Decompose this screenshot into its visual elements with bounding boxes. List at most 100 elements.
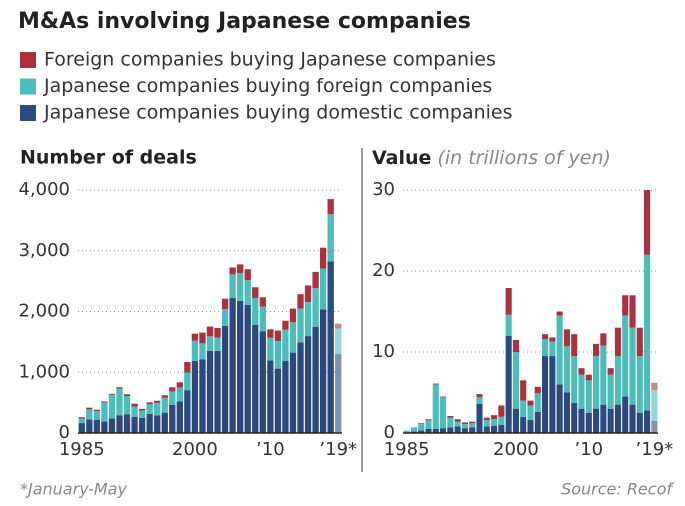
bar-segment: [86, 419, 93, 433]
bar-segment: [563, 329, 570, 347]
bar-segment: [267, 360, 274, 433]
legend-label: Japanese companies buying foreign compan…: [43, 75, 492, 97]
bar-segment: [607, 408, 614, 433]
bar-segment: [440, 397, 447, 429]
bar-segment: [476, 403, 483, 433]
bar-segment: [614, 327, 621, 357]
bar-segment: [563, 346, 570, 393]
bar-segment: [169, 404, 176, 433]
bar-segment: [542, 334, 549, 340]
bar-segment: [578, 374, 585, 409]
bar-segment: [600, 345, 607, 405]
x-tick-label: 2000: [172, 439, 218, 460]
bar-segment: [549, 356, 556, 433]
bar-segment: [169, 387, 176, 392]
bar-segment: [214, 350, 221, 433]
bar-segment: [498, 424, 505, 433]
bar-segment: [312, 288, 319, 327]
bar-segment: [206, 336, 214, 351]
bar-segment: [520, 400, 527, 417]
bar-segment: [622, 396, 629, 433]
bar-segment: [600, 333, 607, 346]
bar-segment: [454, 421, 461, 427]
bar-segment: [184, 390, 191, 433]
bar-segment: [629, 327, 636, 405]
bar-segment: [542, 356, 549, 433]
bar-segment: [131, 406, 138, 417]
bar-segment: [327, 199, 334, 215]
bar-segment: [585, 374, 592, 381]
x-tick-label: 1985: [59, 439, 105, 460]
legend-swatch: [20, 78, 36, 95]
bar-segment: [527, 405, 534, 421]
bar-segment: [78, 417, 85, 419]
source: Source: Recof: [561, 480, 674, 499]
bar-segment: [267, 329, 274, 338]
bar-segment: [403, 430, 410, 433]
bar-segment: [505, 335, 512, 433]
bar-segment: [629, 404, 636, 433]
y-tick-label: 0: [384, 422, 395, 443]
bar-segment: [636, 412, 643, 433]
bar-segment: [483, 420, 490, 427]
bar-segment: [312, 326, 319, 433]
bar-segment: [221, 298, 229, 310]
bar-segment: [237, 273, 244, 301]
bar-segment: [131, 416, 138, 433]
bar-segment: [93, 411, 101, 420]
bar-segment: [146, 404, 153, 414]
bar-segment: [252, 287, 259, 298]
bar-segment: [154, 400, 161, 403]
bar-segment: [578, 368, 585, 375]
bar-segment: [512, 352, 519, 409]
bar-segment: [267, 337, 274, 361]
bar-segment: [161, 412, 168, 433]
y-tick-label: 30: [372, 179, 395, 200]
x-tick-label: ’10: [574, 439, 603, 460]
bar-segment: [651, 382, 658, 391]
bar-segment: [116, 387, 123, 389]
bar-segment: [418, 430, 425, 433]
bar-segment: [418, 424, 425, 431]
bar-segment: [556, 315, 563, 385]
bar-segment: [229, 298, 236, 433]
bar-segment: [527, 400, 534, 406]
bar-segment: [644, 254, 651, 411]
bar-segment: [593, 343, 600, 357]
y-tick-label: 1,000: [18, 361, 70, 382]
bar-segment: [289, 322, 297, 353]
bar-segment: [335, 354, 342, 433]
x-tick-label: ’10: [256, 439, 285, 460]
bar-segment: [476, 397, 483, 404]
bar-segment: [93, 409, 101, 412]
y-tick-label: 2,000: [18, 301, 70, 322]
bar-segment: [199, 332, 206, 344]
bar-segment: [440, 396, 447, 398]
bar-segment: [93, 419, 101, 433]
bar-segment: [184, 372, 191, 391]
bar-segment: [542, 339, 549, 357]
bar-segment: [410, 427, 417, 432]
bar-segment: [432, 384, 439, 429]
bar-segment: [327, 214, 334, 262]
legend-label: Japanese companies buying domestic compa…: [43, 102, 513, 124]
panel-title: Number of deals: [20, 147, 197, 169]
bar-segment: [138, 417, 146, 433]
bar-segment: [229, 267, 236, 275]
bar-segment: [176, 387, 183, 402]
bar-segment: [191, 360, 199, 433]
bar-segment: [101, 402, 108, 422]
bar-segment: [461, 424, 468, 429]
bar-segment: [425, 420, 432, 429]
bar-segment: [237, 300, 244, 433]
bar-segment: [221, 325, 229, 433]
bar-segment: [425, 419, 432, 421]
bar-segment: [549, 341, 556, 357]
bar-segment: [86, 409, 93, 420]
bar-segment: [282, 329, 289, 362]
bar-segment: [454, 419, 461, 422]
y-tick-label: 20: [372, 260, 395, 281]
y-tick-label: 3,000: [18, 240, 70, 261]
bar-segment: [410, 431, 417, 433]
bar-segment: [498, 405, 505, 417]
